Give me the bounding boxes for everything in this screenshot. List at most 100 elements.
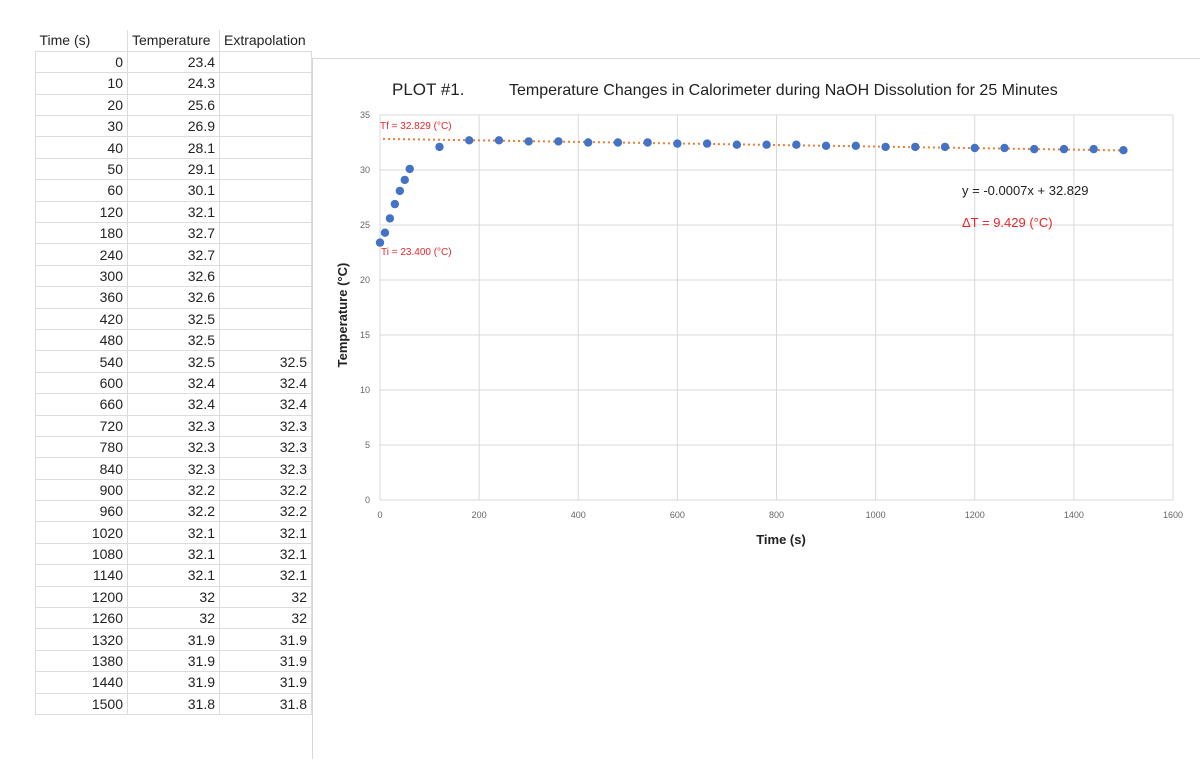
table-cell[interactable] xyxy=(219,264,312,288)
table-cell[interactable]: 32.4 xyxy=(219,393,312,416)
table-cell[interactable]: 32.5 xyxy=(127,328,220,352)
table-cell[interactable]: 31.9 xyxy=(219,671,312,694)
table-cell[interactable]: 1260 xyxy=(35,607,128,630)
table-cell[interactable] xyxy=(219,222,312,245)
table-cell[interactable]: 31.8 xyxy=(127,692,220,716)
table-cell[interactable]: 32 xyxy=(127,607,220,630)
table-cell[interactable]: 1200 xyxy=(35,585,128,609)
table-cell[interactable] xyxy=(219,72,312,95)
table-cell[interactable]: 26.9 xyxy=(127,115,220,138)
table-cell[interactable] xyxy=(219,157,312,181)
chart-container[interactable]: PLOT #1. Temperature Changes in Calorime… xyxy=(312,58,1200,759)
data-point[interactable] xyxy=(702,139,712,148)
data-point[interactable] xyxy=(494,136,504,145)
table-cell[interactable] xyxy=(219,93,312,117)
table-cell[interactable]: 32.6 xyxy=(127,286,220,309)
table-cell[interactable]: 1440 xyxy=(35,671,128,694)
table-cell[interactable]: 540 xyxy=(35,350,128,373)
table-cell[interactable]: 32.1 xyxy=(219,521,312,544)
table-cell[interactable]: 31.9 xyxy=(127,671,220,694)
table-cell[interactable]: 32.3 xyxy=(219,457,312,480)
table-cell[interactable]: 32.4 xyxy=(127,393,220,416)
table-cell[interactable] xyxy=(219,115,312,138)
data-point[interactable] xyxy=(1059,144,1069,154)
data-point[interactable] xyxy=(1030,144,1039,154)
table-cell[interactable] xyxy=(219,243,312,266)
data-point[interactable] xyxy=(881,142,890,152)
table-cell[interactable]: 32.5 xyxy=(219,350,312,373)
table-cell[interactable]: 780 xyxy=(35,435,128,459)
table-cell[interactable]: 32.2 xyxy=(219,500,312,523)
data-point[interactable] xyxy=(524,137,533,146)
table-cell[interactable]: 32.7 xyxy=(127,222,220,245)
table-cell[interactable]: 32.6 xyxy=(127,264,220,288)
table-cell[interactable]: 32.2 xyxy=(127,500,220,523)
table-cell[interactable] xyxy=(219,50,312,74)
table-cell[interactable]: 32 xyxy=(127,585,220,609)
table-cell[interactable]: 32.7 xyxy=(127,243,220,266)
data-point[interactable] xyxy=(792,140,801,149)
table-cell[interactable]: 32 xyxy=(219,585,312,609)
data-point[interactable] xyxy=(970,143,979,153)
table-cell[interactable]: 300 xyxy=(35,264,128,288)
table-cell[interactable]: 32.2 xyxy=(219,478,312,502)
table-cell[interactable]: 31.9 xyxy=(219,649,312,673)
data-point[interactable] xyxy=(554,137,563,146)
table-cell[interactable]: 1080 xyxy=(35,542,128,566)
table-cell[interactable]: 30.1 xyxy=(127,179,220,202)
data-point[interactable] xyxy=(762,140,771,149)
column-header[interactable]: Time (s) xyxy=(39,32,91,49)
table-cell[interactable]: 32.3 xyxy=(127,414,220,437)
table-cell[interactable]: 32.3 xyxy=(219,414,312,437)
data-point[interactable] xyxy=(643,138,652,147)
table-cell[interactable] xyxy=(219,200,312,224)
table-cell[interactable]: 24.3 xyxy=(127,72,220,95)
table-cell[interactable]: 180 xyxy=(35,222,128,245)
data-point[interactable] xyxy=(405,164,414,174)
table-cell[interactable]: 25.6 xyxy=(127,93,220,117)
data-point[interactable] xyxy=(435,142,444,152)
table-cell[interactable]: 32.2 xyxy=(127,478,220,502)
data-point[interactable] xyxy=(732,140,742,149)
table-cell[interactable]: 31.9 xyxy=(219,628,312,651)
data-point[interactable] xyxy=(613,138,623,147)
table-cell[interactable] xyxy=(219,307,312,330)
table-cell[interactable] xyxy=(219,328,312,352)
table-cell[interactable]: 32.3 xyxy=(219,435,312,459)
table-cell[interactable] xyxy=(219,179,312,202)
table-cell[interactable]: 900 xyxy=(35,478,128,502)
table-cell[interactable]: 1140 xyxy=(35,564,128,587)
table-cell[interactable]: 32.1 xyxy=(219,542,312,566)
table-cell[interactable]: 960 xyxy=(35,500,128,523)
table-cell[interactable]: 720 xyxy=(35,414,128,437)
table-cell[interactable]: 120 xyxy=(35,200,128,224)
table-cell[interactable]: 32.5 xyxy=(127,350,220,373)
data-point[interactable] xyxy=(1089,144,1098,154)
table-cell[interactable]: 0 xyxy=(35,50,128,74)
table-cell[interactable]: 10 xyxy=(35,72,128,95)
table-cell[interactable]: 31.9 xyxy=(127,649,220,673)
data-point[interactable] xyxy=(375,238,385,247)
data-point[interactable] xyxy=(465,136,474,145)
table-cell[interactable]: 32.1 xyxy=(127,564,220,587)
data-point[interactable] xyxy=(940,142,950,152)
data-point[interactable] xyxy=(385,214,395,223)
table-cell[interactable]: 30 xyxy=(35,115,128,138)
table-cell[interactable]: 32.1 xyxy=(127,521,220,544)
table-cell[interactable]: 360 xyxy=(35,286,128,309)
table-cell[interactable]: 32.3 xyxy=(127,457,220,480)
table-cell[interactable]: 32.1 xyxy=(219,564,312,587)
table-cell[interactable]: 32.1 xyxy=(127,200,220,224)
table-cell[interactable]: 32.3 xyxy=(127,435,220,459)
column-header[interactable]: Extrapolation xyxy=(219,30,312,52)
table-cell[interactable]: 31.9 xyxy=(127,628,220,651)
data-point[interactable] xyxy=(1119,146,1128,155)
table-cell[interactable]: 420 xyxy=(35,307,128,330)
data-point[interactable] xyxy=(583,138,593,147)
table-cell[interactable]: 1320 xyxy=(35,628,128,651)
table-cell[interactable]: 1500 xyxy=(35,692,128,716)
table-cell[interactable]: 660 xyxy=(35,393,128,416)
data-point[interactable] xyxy=(400,175,409,185)
table-cell[interactable] xyxy=(219,136,312,159)
table-cell[interactable]: 29.1 xyxy=(127,157,220,181)
